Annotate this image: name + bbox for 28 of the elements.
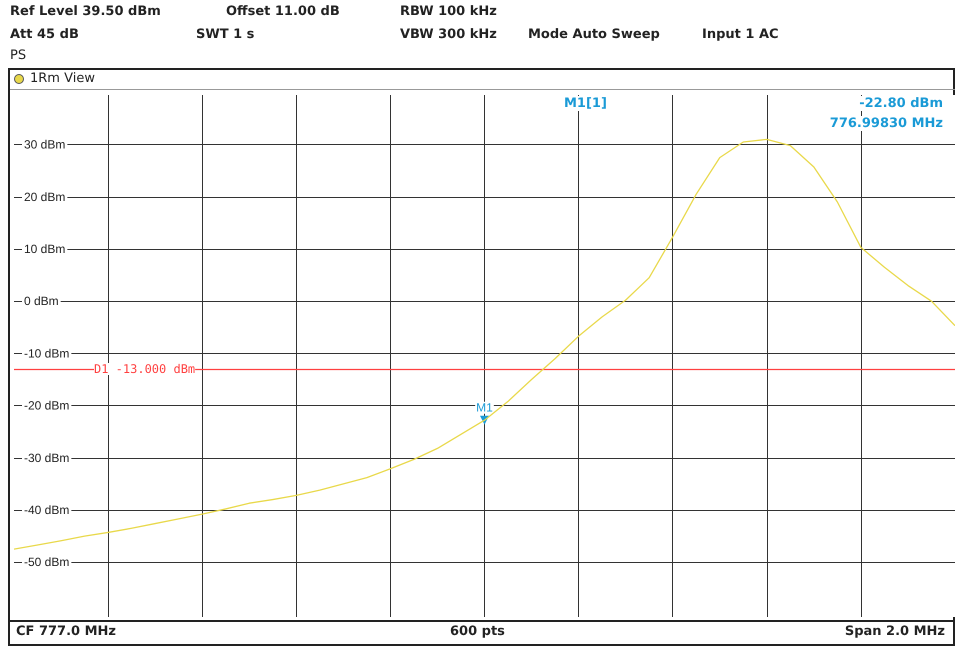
ref-line-label: D1 -13.000 dBm bbox=[94, 362, 196, 376]
text: 1Rm View bbox=[30, 71, 95, 86]
text: Input 1 AC bbox=[702, 27, 779, 42]
annotation: -22.80 dBm bbox=[857, 96, 945, 111]
y-tick-label: -40 dBm bbox=[24, 502, 70, 517]
text: PS bbox=[10, 48, 26, 63]
annotation: M1[1] bbox=[562, 96, 609, 111]
y-tick-label: 0 dBm bbox=[24, 294, 59, 308]
text: SWT 1 s bbox=[196, 27, 254, 42]
annotation: 776.99830 MHz bbox=[828, 116, 945, 131]
y-tick-label: 30 dBm bbox=[24, 138, 66, 152]
text: 600 pts bbox=[450, 624, 505, 639]
text: CF 777.0 MHz bbox=[16, 624, 116, 639]
y-tick-label: 20 dBm bbox=[24, 190, 66, 204]
text: Ref Level 39.50 dBm bbox=[10, 4, 161, 19]
y-tick-label: -50 dBm bbox=[24, 555, 70, 570]
y-tick-label: -10 dBm bbox=[24, 346, 70, 360]
annotation: M1 bbox=[476, 400, 494, 415]
text: Mode Auto Sweep bbox=[528, 27, 660, 42]
text: RBW 100 kHz bbox=[400, 4, 497, 19]
y-tick-label: 10 dBm bbox=[24, 242, 66, 256]
text: Att 45 dB bbox=[10, 27, 79, 42]
y-tick-label: -20 dBm bbox=[24, 398, 70, 413]
text: Span 2.0 MHz bbox=[844, 624, 945, 639]
text: VBW 300 kHz bbox=[400, 27, 497, 42]
text: Offset 11.00 dB bbox=[226, 4, 340, 19]
line-series bbox=[14, 138, 955, 550]
y-tick-label: -30 dBm bbox=[24, 450, 70, 465]
